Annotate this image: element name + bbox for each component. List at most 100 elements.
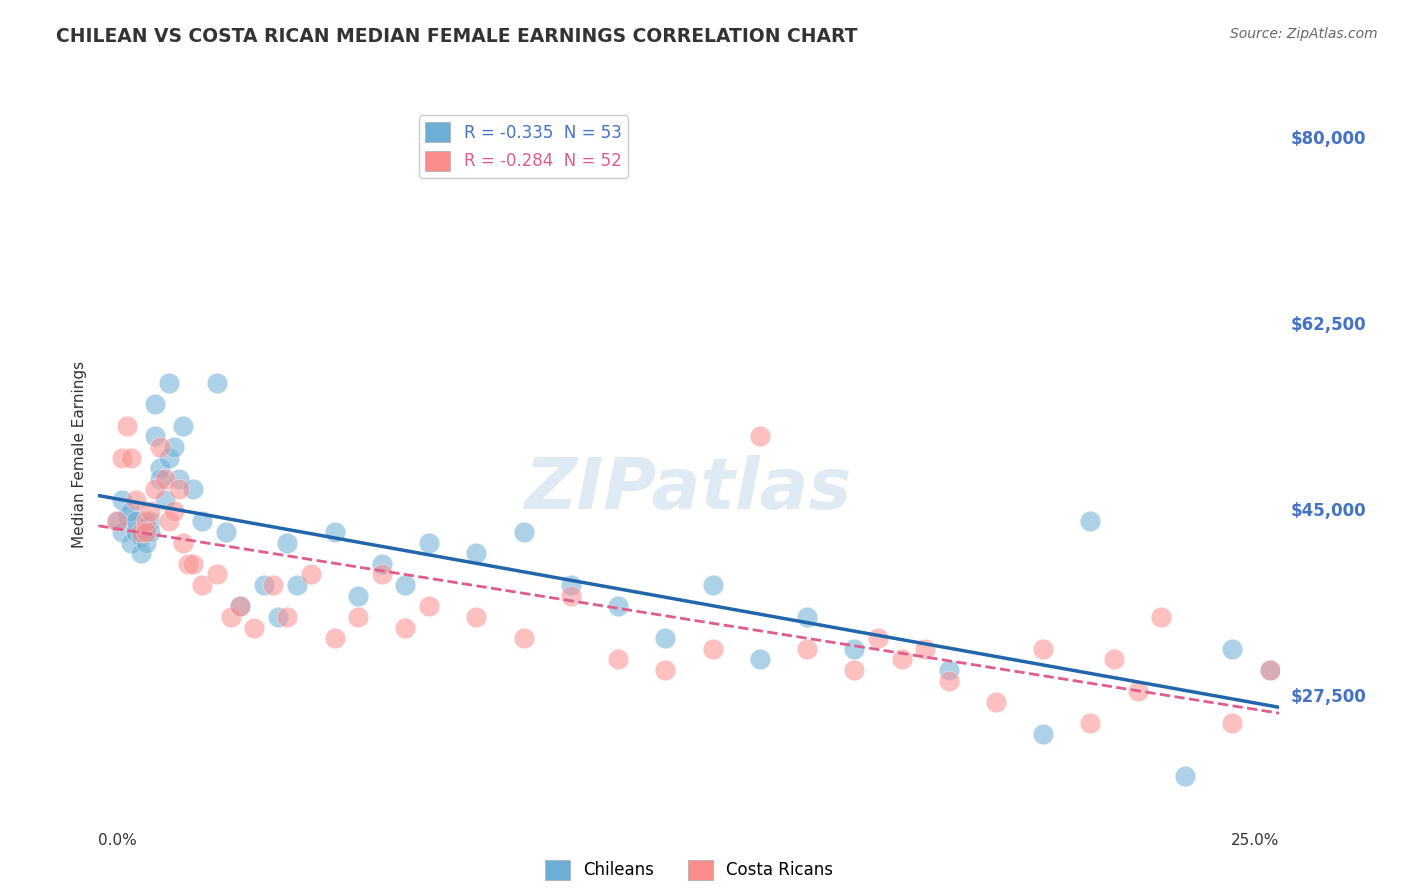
Text: $62,500: $62,500: [1291, 316, 1367, 334]
Point: [1258, 663, 1281, 677]
Point: [167, 483, 190, 497]
Point: [748, 652, 770, 666]
Text: $27,500: $27,500: [1291, 688, 1367, 706]
Point: [129, 524, 152, 539]
Point: [323, 631, 346, 645]
Point: [1032, 727, 1054, 741]
Point: [418, 599, 440, 614]
Point: [129, 530, 152, 544]
Point: [205, 376, 228, 391]
Point: [135, 535, 157, 549]
Point: [191, 578, 214, 592]
Point: [149, 472, 172, 486]
Point: [153, 493, 176, 508]
Point: [139, 524, 162, 539]
Point: [1080, 514, 1102, 528]
Point: [1174, 769, 1197, 783]
Point: [347, 610, 370, 624]
Point: [1032, 641, 1054, 656]
Point: [371, 567, 394, 582]
Point: [157, 450, 180, 465]
Point: [153, 472, 176, 486]
Point: [276, 610, 298, 624]
Point: [938, 673, 960, 688]
Point: [157, 376, 180, 391]
Point: [394, 578, 416, 592]
Point: [748, 429, 770, 443]
Point: [172, 418, 194, 433]
Point: [229, 599, 252, 614]
Point: [984, 695, 1007, 709]
Point: [143, 397, 166, 411]
Point: [654, 663, 676, 677]
Point: [105, 514, 128, 528]
Point: [149, 461, 172, 475]
Point: [139, 514, 162, 528]
Point: [115, 418, 138, 433]
Point: [135, 524, 157, 539]
Point: [560, 589, 582, 603]
Point: [465, 546, 488, 560]
Point: [347, 589, 370, 603]
Point: [167, 472, 190, 486]
Point: [163, 440, 186, 454]
Point: [253, 578, 276, 592]
Point: [163, 504, 186, 518]
Point: [938, 663, 960, 677]
Point: [125, 514, 148, 528]
Text: ZIPatlas: ZIPatlas: [526, 455, 852, 524]
Point: [866, 631, 889, 645]
Text: $45,000: $45,000: [1291, 501, 1367, 520]
Point: [143, 429, 166, 443]
Point: [105, 514, 128, 528]
Point: [654, 631, 676, 645]
Text: CHILEAN VS COSTA RICAN MEDIAN FEMALE EARNINGS CORRELATION CHART: CHILEAN VS COSTA RICAN MEDIAN FEMALE EAR…: [56, 27, 858, 45]
Point: [844, 641, 866, 656]
Text: Source: ZipAtlas.com: Source: ZipAtlas.com: [1230, 27, 1378, 41]
Point: [125, 493, 148, 508]
Point: [149, 440, 172, 454]
Point: [111, 493, 134, 508]
Point: [267, 610, 290, 624]
Point: [243, 621, 266, 635]
Point: [139, 504, 162, 518]
Point: [299, 567, 322, 582]
Point: [560, 578, 582, 592]
Point: [125, 524, 148, 539]
Point: [465, 610, 488, 624]
Point: [276, 535, 298, 549]
Point: [1126, 684, 1149, 698]
Text: 0.0%: 0.0%: [98, 833, 138, 848]
Point: [121, 450, 143, 465]
Point: [1102, 652, 1125, 666]
Point: [1150, 610, 1173, 624]
Point: [1080, 716, 1102, 731]
Point: [844, 663, 866, 677]
Point: [229, 599, 252, 614]
Point: [418, 535, 440, 549]
Point: [157, 514, 180, 528]
Point: [702, 641, 724, 656]
Point: [890, 652, 912, 666]
Point: [111, 524, 134, 539]
Point: [219, 610, 242, 624]
Point: [191, 514, 214, 528]
Point: [143, 483, 166, 497]
Point: [796, 641, 818, 656]
Text: 25.0%: 25.0%: [1232, 833, 1279, 848]
Point: [121, 535, 143, 549]
Point: [215, 524, 238, 539]
Point: [1220, 641, 1243, 656]
Point: [121, 504, 143, 518]
Point: [796, 610, 818, 624]
Point: [323, 524, 346, 539]
Point: [172, 535, 194, 549]
Point: [262, 578, 284, 592]
Point: [702, 578, 724, 592]
Point: [371, 557, 394, 571]
Point: [394, 621, 416, 635]
Point: [129, 546, 152, 560]
Y-axis label: Median Female Earnings: Median Female Earnings: [72, 361, 87, 549]
Point: [512, 524, 534, 539]
Legend: Chileans, Costa Ricans: Chileans, Costa Ricans: [538, 853, 839, 887]
